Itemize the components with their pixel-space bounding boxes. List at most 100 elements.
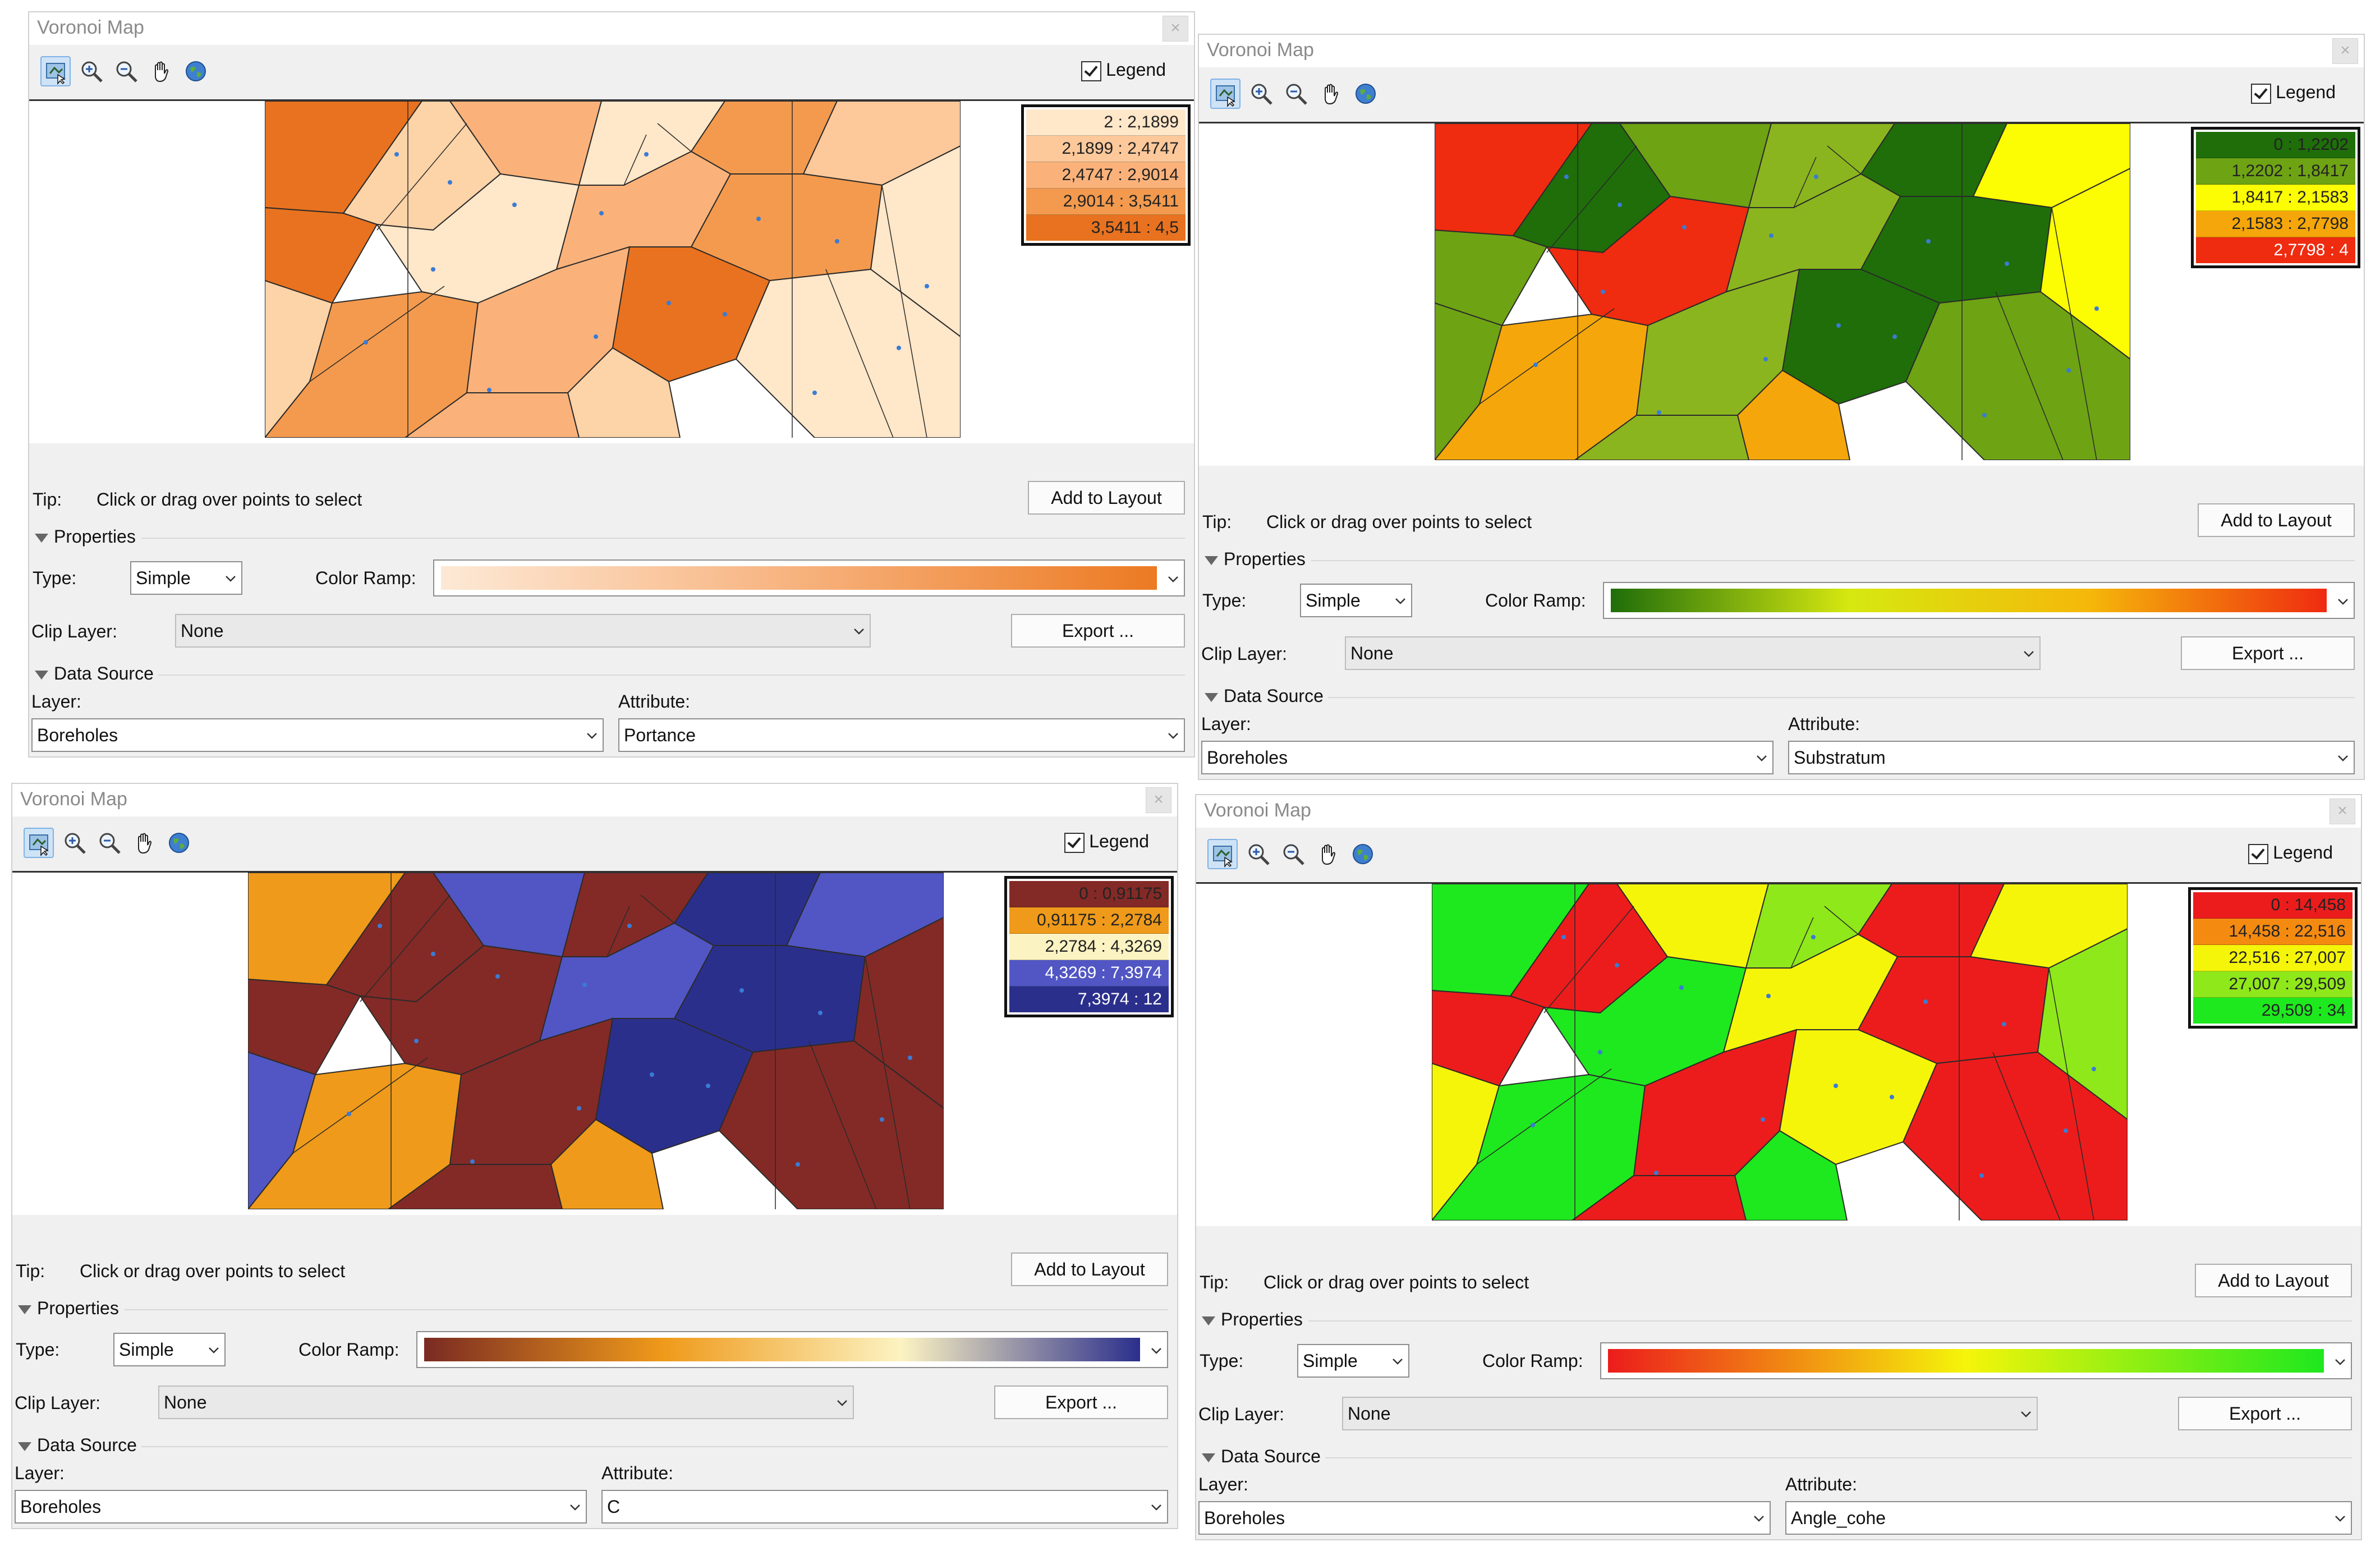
borehole-point[interactable] xyxy=(1531,1123,1535,1127)
borehole-point[interactable] xyxy=(1890,1095,1894,1099)
zoom-out-button[interactable] xyxy=(1281,79,1311,109)
voronoi-map[interactable] xyxy=(1432,884,2128,1221)
voronoi-cell[interactable] xyxy=(2039,167,2130,360)
borehole-point[interactable] xyxy=(1982,413,1987,417)
map-canvas[interactable]: 0 : 0,91175 0,91175 : 2,2784 2,2784 : 4,32… xyxy=(12,873,1177,1215)
add-to-layout-button[interactable]: Add to Layout xyxy=(1028,481,1185,515)
pan-button[interactable] xyxy=(1313,839,1343,869)
borehole-point[interactable] xyxy=(1657,410,1661,415)
data-source-section-header[interactable]: Data Source xyxy=(1202,1446,1321,1467)
borehole-point[interactable] xyxy=(1766,994,1771,998)
borehole-point[interactable] xyxy=(1769,233,1773,238)
voronoi-map[interactable] xyxy=(1435,123,2130,460)
clip-layer-select[interactable]: None xyxy=(1345,636,2041,670)
voronoi-cell[interactable] xyxy=(265,207,378,304)
borehole-point[interactable] xyxy=(1679,985,1684,990)
borehole-point[interactable] xyxy=(431,267,435,272)
layer-select[interactable]: Boreholes xyxy=(1198,1501,1771,1535)
zoom-out-button[interactable] xyxy=(1278,839,1308,869)
borehole-point[interactable] xyxy=(431,952,435,956)
borehole-point[interactable] xyxy=(925,284,929,288)
borehole-point[interactable] xyxy=(364,340,368,345)
layer-select[interactable]: Boreholes xyxy=(31,718,604,752)
borehole-point[interactable] xyxy=(812,391,817,395)
map-canvas[interactable]: 2 : 2,1899 2,1899 : 2,4747 2,4747 : 2,9014… xyxy=(29,101,1194,443)
identify-tool-button[interactable] xyxy=(1207,839,1238,869)
close-button[interactable]: × xyxy=(1163,16,1188,42)
borehole-point[interactable] xyxy=(582,983,587,987)
borehole-point[interactable] xyxy=(1618,203,1622,207)
borehole-point[interactable] xyxy=(577,1106,581,1111)
zoom-out-button[interactable] xyxy=(111,56,141,86)
borehole-point[interactable] xyxy=(2094,306,2099,311)
borehole-point[interactable] xyxy=(1923,999,1928,1004)
full-extent-button[interactable] xyxy=(181,56,211,86)
legend-checkbox[interactable]: Legend xyxy=(1081,59,1166,81)
type-select[interactable]: Simple xyxy=(113,1333,226,1366)
borehole-point[interactable] xyxy=(2066,368,2071,373)
borehole-point[interactable] xyxy=(1598,1050,1602,1054)
identify-tool-button[interactable] xyxy=(1210,79,1240,109)
pan-button[interactable] xyxy=(129,828,159,858)
borehole-point[interactable] xyxy=(414,1039,419,1043)
zoom-in-button[interactable] xyxy=(76,56,107,86)
voronoi-cell[interactable] xyxy=(1571,1175,1747,1221)
borehole-point[interactable] xyxy=(644,152,649,157)
borehole-point[interactable] xyxy=(1926,239,1931,244)
type-select[interactable]: Simple xyxy=(130,561,242,595)
borehole-point[interactable] xyxy=(1836,323,1841,328)
borehole-point[interactable] xyxy=(1761,1117,1765,1122)
data-source-section-header[interactable]: Data Source xyxy=(35,663,154,684)
borehole-point[interactable] xyxy=(897,346,901,350)
layer-select[interactable]: Boreholes xyxy=(15,1490,587,1524)
borehole-point[interactable] xyxy=(818,1011,823,1015)
color-ramp-select[interactable] xyxy=(1603,582,2355,619)
borehole-point[interactable] xyxy=(1834,1084,1838,1088)
properties-section-header[interactable]: Properties xyxy=(18,1298,119,1319)
attribute-select[interactable]: Portance xyxy=(618,718,1185,752)
borehole-point[interactable] xyxy=(594,334,598,339)
voronoi-cell[interactable] xyxy=(1435,229,1548,327)
attribute-select[interactable]: Substratum xyxy=(1788,741,2355,774)
voronoi-cell[interactable] xyxy=(387,1164,563,1209)
full-extent-button[interactable] xyxy=(1350,79,1381,109)
voronoi-cell[interactable] xyxy=(2037,928,2128,1121)
borehole-point[interactable] xyxy=(2002,1022,2006,1026)
borehole-point[interactable] xyxy=(1892,334,1897,339)
borehole-point[interactable] xyxy=(1601,290,1605,294)
clip-layer-select[interactable]: None xyxy=(175,614,871,648)
pan-button[interactable] xyxy=(146,56,176,86)
borehole-point[interactable] xyxy=(495,974,500,979)
voronoi-cell[interactable] xyxy=(248,978,361,1076)
legend-checkbox[interactable]: Legend xyxy=(2251,82,2336,104)
attribute-select[interactable]: Angle_cohe xyxy=(1785,1501,2352,1535)
export-button[interactable]: Export ... xyxy=(2178,1397,2352,1430)
voronoi-cell[interactable] xyxy=(853,916,944,1109)
full-extent-button[interactable] xyxy=(1348,839,1378,869)
type-select[interactable]: Simple xyxy=(1300,584,1412,617)
voronoi-cell[interactable] xyxy=(1432,989,1545,1087)
borehole-point[interactable] xyxy=(1615,963,1619,967)
full-extent-button[interactable] xyxy=(164,828,194,858)
borehole-point[interactable] xyxy=(1682,225,1687,230)
zoom-in-button[interactable] xyxy=(1243,839,1274,869)
color-ramp-select[interactable] xyxy=(1600,1342,2352,1379)
borehole-point[interactable] xyxy=(1979,1173,1984,1178)
color-ramp-select[interactable] xyxy=(433,559,1185,597)
borehole-point[interactable] xyxy=(347,1112,351,1116)
zoom-out-button[interactable] xyxy=(94,828,125,858)
close-button[interactable]: × xyxy=(2332,38,2358,64)
type-select[interactable]: Simple xyxy=(1297,1344,1409,1378)
borehole-point[interactable] xyxy=(1654,1171,1658,1175)
properties-section-header[interactable]: Properties xyxy=(35,526,136,547)
zoom-in-button[interactable] xyxy=(59,828,90,858)
properties-section-header[interactable]: Properties xyxy=(1202,1309,1303,1330)
borehole-point[interactable] xyxy=(835,239,839,244)
layer-select[interactable]: Boreholes xyxy=(1201,741,1773,774)
export-button[interactable]: Export ... xyxy=(2181,636,2355,670)
voronoi-map[interactable] xyxy=(248,873,944,1209)
borehole-point[interactable] xyxy=(756,217,761,221)
pan-button[interactable] xyxy=(1316,79,1346,109)
borehole-point[interactable] xyxy=(1561,935,1566,939)
properties-section-header[interactable]: Properties xyxy=(1205,549,1306,570)
